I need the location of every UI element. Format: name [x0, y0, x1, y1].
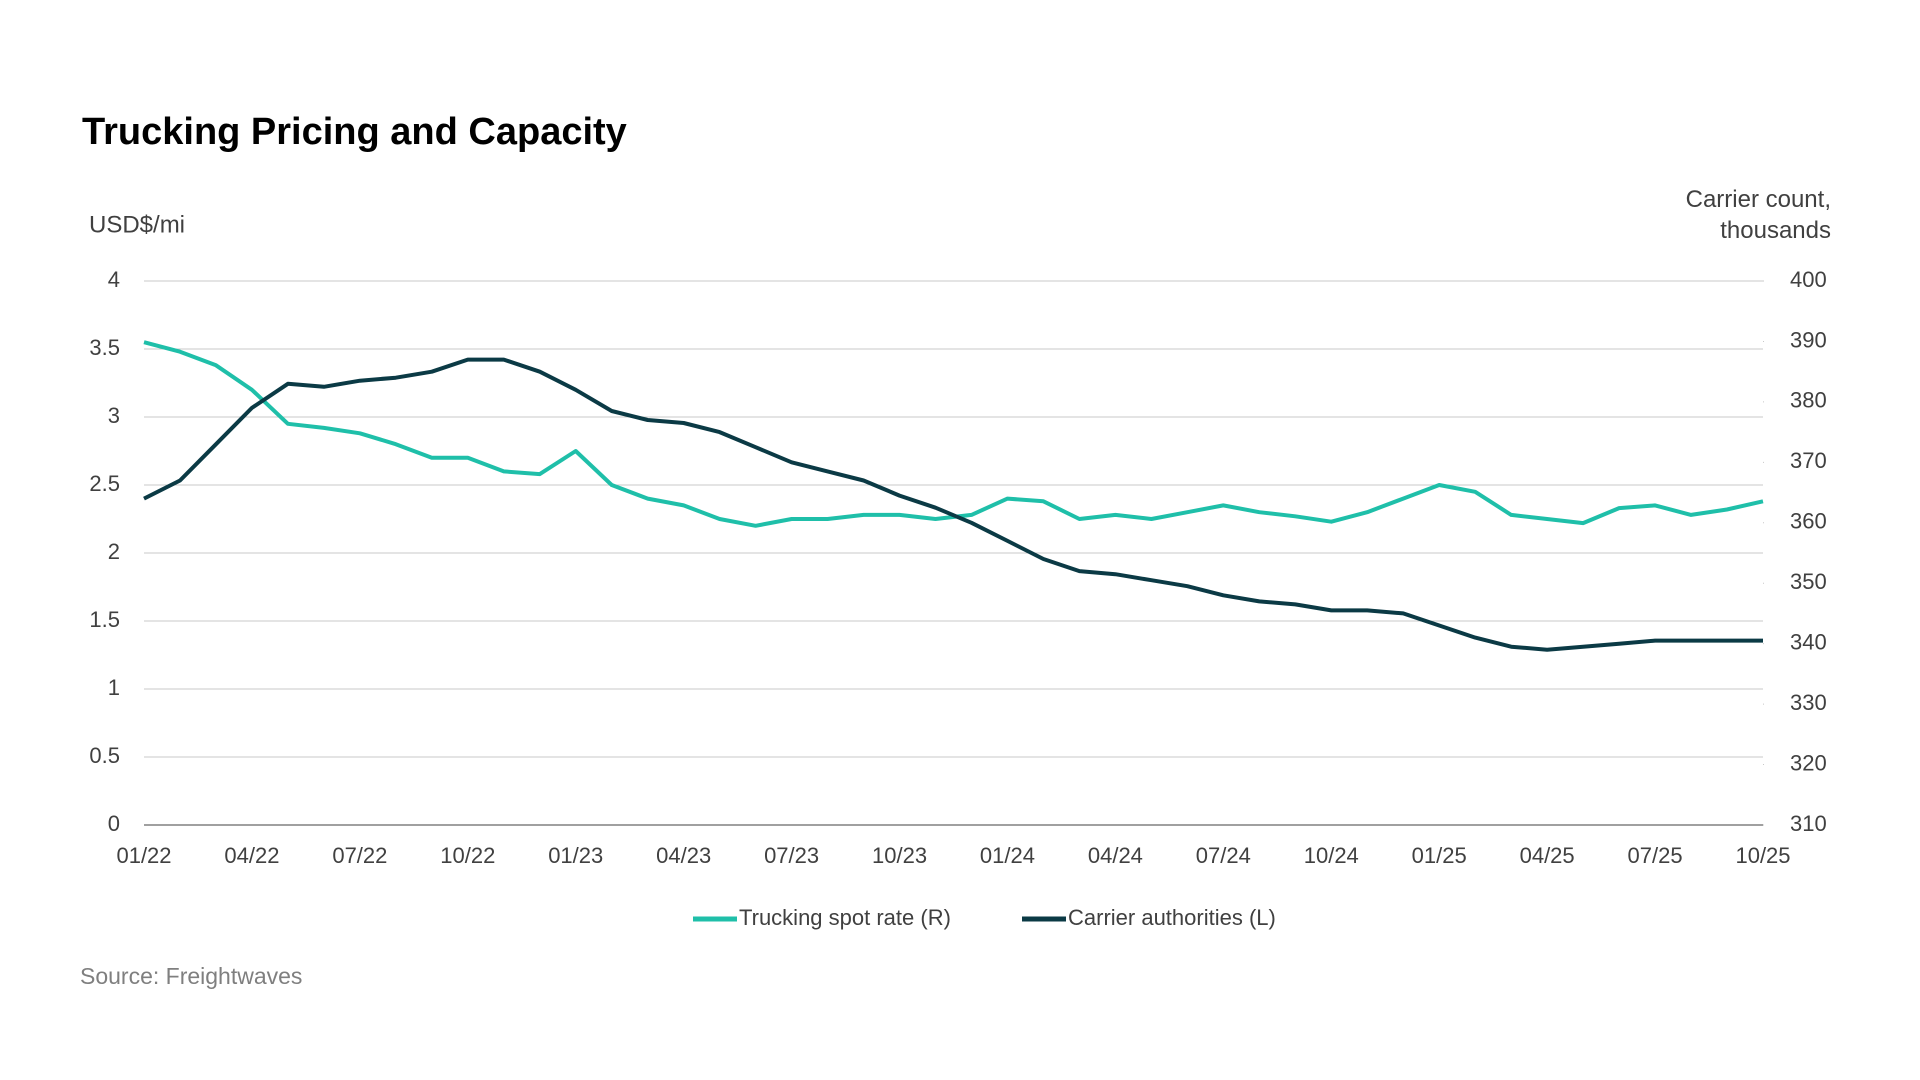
x-tick-label: 04/25 [1520, 843, 1575, 868]
y-tick-label: 2 [108, 539, 120, 564]
x-tick-label: 04/24 [1088, 843, 1143, 868]
x-tick-label: 07/23 [764, 843, 819, 868]
series-line [143, 357, 1763, 652]
x-tick-label: 01/22 [116, 843, 171, 868]
x-tick-label: 10/23 [872, 843, 927, 868]
y2-tick-label: 400 [1790, 267, 1827, 292]
x-tick-label: 04/23 [656, 843, 711, 868]
x-tick-label: 07/22 [332, 843, 387, 868]
y2-tick-label: 330 [1790, 690, 1827, 715]
x-tick-label: 01/23 [548, 843, 603, 868]
x-tick-label: 01/24 [980, 843, 1035, 868]
y2-tick-label: 360 [1790, 509, 1827, 534]
y2-tick-label: 320 [1790, 750, 1827, 775]
y2-axis-label: Carrier count, thousands [1685, 186, 1831, 244]
y2-tick-label: 310 [1790, 811, 1827, 836]
y-tick-label: 3.5 [89, 335, 120, 360]
y2-tick-label: 350 [1790, 569, 1827, 594]
x-tick-label: 07/25 [1628, 843, 1683, 868]
x-tick-label: 10/24 [1304, 843, 1359, 868]
source: Source: Freightwaves [80, 963, 302, 989]
x-tick-label: 04/22 [224, 843, 279, 868]
y-tick-label: 1.5 [89, 607, 120, 632]
y-tick-label: 3 [108, 403, 120, 428]
y2-tick-label: 380 [1790, 388, 1827, 413]
y2-tick-label: 390 [1790, 327, 1827, 352]
legend-label: Carrier authorities (L) [1068, 905, 1276, 930]
legend-label: Trucking spot rate (R) [739, 905, 951, 930]
y-tick-label: 1 [108, 675, 120, 700]
y-tick-label: 4 [108, 267, 120, 292]
y2-tick-label: 370 [1790, 448, 1827, 473]
y-tick-label: 2.5 [89, 471, 120, 496]
x-tick-label: 10/25 [1735, 843, 1790, 868]
x-tick-label: 01/25 [1412, 843, 1467, 868]
y-tick-label: 0.5 [89, 743, 120, 768]
y-axis-label: USD$/mi [89, 211, 185, 238]
x-tick-label: 07/24 [1196, 843, 1251, 868]
chart-title: Trucking Pricing and Capacity [82, 111, 627, 153]
series-line [143, 340, 1764, 528]
y-tick-label: 0 [108, 811, 120, 836]
x-tick-label: 10/22 [440, 843, 495, 868]
y2-tick-label: 340 [1790, 629, 1827, 654]
